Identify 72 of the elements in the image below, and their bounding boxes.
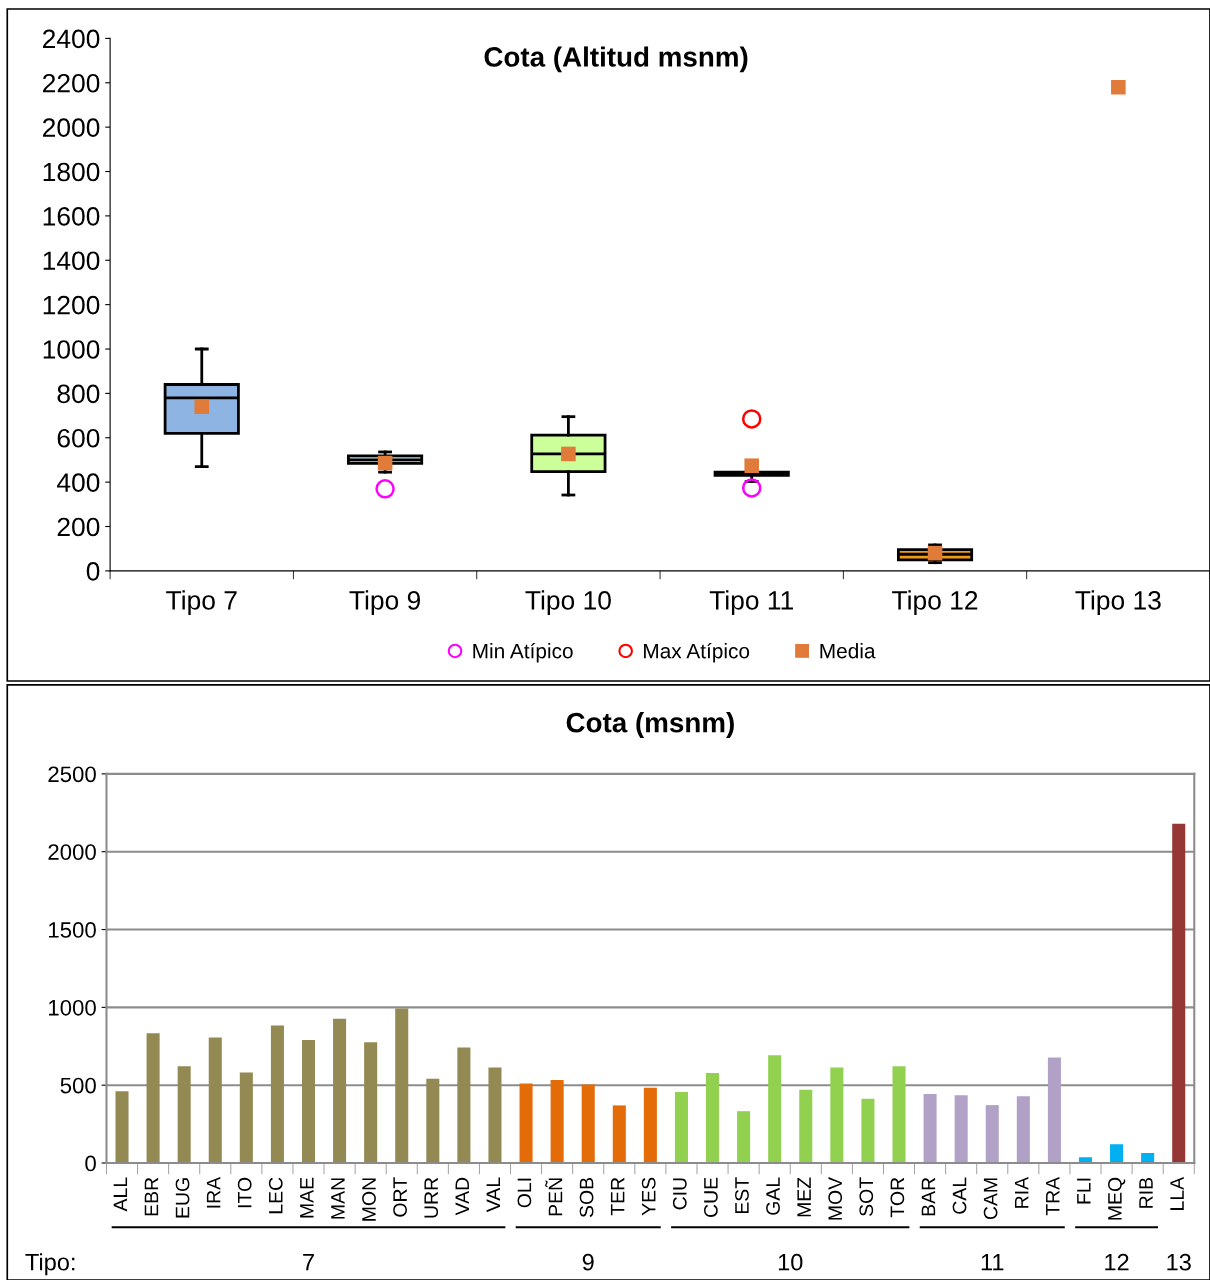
y-tick-label: 2000	[43, 118, 100, 137]
x-tick-label: RIB	[1139, 1177, 1153, 1208]
y-tick-label: 2500	[48, 766, 96, 783]
x-tick-label: TER	[610, 1177, 625, 1216]
y-tick-label: 0	[86, 562, 100, 581]
y-tick-label: 400	[56, 473, 100, 492]
x-tick-label: URR	[424, 1177, 439, 1218]
y-tick-label: 1400	[43, 251, 100, 271]
y-tick-label: 800	[57, 384, 100, 404]
x-tick-label: MEZ	[797, 1177, 811, 1217]
text: Tipo:	[25, 1253, 75, 1276]
text: 13	[1167, 1253, 1191, 1271]
x-tick-label: YES	[641, 1177, 656, 1216]
x-tick-label: TRA	[1046, 1176, 1060, 1216]
x-tick-label: Tipo 9	[349, 590, 421, 615]
x-tick-label: SOB	[579, 1177, 594, 1218]
x-tick-label: RIA	[1014, 1176, 1029, 1208]
x-tick-label: Tipo 12	[892, 590, 978, 615]
chart-title: Cota (msnm)	[566, 712, 734, 738]
legend-label: Max Atípico	[644, 642, 750, 663]
x-tick-label: PEÑ	[545, 1178, 563, 1216]
x-tick-label: VAD	[455, 1177, 469, 1216]
x-tick-label: CUE	[703, 1177, 718, 1217]
x-tick-label: EST	[735, 1177, 749, 1214]
x-tick-label: IRA	[206, 1176, 221, 1208]
x-tick-label: Tipo 11	[709, 590, 793, 615]
y-tick-label: 1600	[43, 207, 100, 226]
x-tick-label: EBR	[144, 1177, 159, 1216]
x-tick-label: MOV	[828, 1176, 843, 1220]
x-tick-label: SOT	[859, 1177, 874, 1216]
y-tick-label: 0	[85, 1155, 96, 1172]
x-tick-label: Tipo 7	[166, 590, 237, 615]
text: 12	[1105, 1253, 1129, 1271]
y-tick-label: 500	[60, 1077, 96, 1094]
y-tick-label: 2400	[43, 29, 100, 49]
y-tick-label: 1000	[49, 999, 96, 1016]
x-tick-label: Tipo 10	[525, 590, 611, 615]
x-tick-label: LEC	[268, 1177, 283, 1214]
x-tick-label: ALL	[113, 1177, 128, 1212]
y-tick-label: 2000	[48, 844, 96, 860]
text: 9	[582, 1253, 594, 1271]
legend-label: Media	[820, 643, 876, 659]
y-tick-label: 200	[57, 517, 100, 537]
text: 10	[778, 1253, 803, 1271]
chart-title: Cota (Altitud msnm)	[484, 46, 748, 73]
x-tick-label: LLA	[1170, 1176, 1184, 1210]
y-tick-label: 1500	[49, 922, 96, 938]
x-tick-label: MEQ	[1108, 1177, 1126, 1220]
y-tick-label: 2200	[43, 73, 100, 93]
y-tick-label: 1000	[43, 340, 100, 359]
x-tick-label: MON	[362, 1178, 376, 1221]
y-tick-label: 1200	[43, 295, 100, 315]
x-tick-label: EUG	[175, 1178, 190, 1218]
text: 11	[981, 1254, 1004, 1271]
x-tick-label: MAE	[300, 1177, 314, 1218]
x-tick-label: VAL	[486, 1177, 500, 1213]
x-tick-label: Tipo 13	[1075, 590, 1161, 615]
x-tick-label: MAN	[331, 1178, 345, 1219]
x-tick-label: FLI	[1077, 1178, 1091, 1204]
x-tick-label: BAR	[921, 1177, 936, 1216]
x-tick-label: OLI	[517, 1178, 532, 1208]
x-tick-label: GAL	[766, 1177, 780, 1215]
x-tick-label: CIU	[672, 1178, 687, 1210]
legend-label: Min Atípico	[473, 642, 573, 663]
x-tick-label: ITO	[237, 1177, 252, 1208]
y-tick-label: 1800	[43, 162, 100, 182]
x-tick-label: CAM	[983, 1178, 998, 1220]
x-tick-label: CAL	[952, 1177, 967, 1214]
x-tick-label: TOR	[890, 1177, 905, 1218]
text: 7	[303, 1254, 314, 1271]
x-tick-label: ORT	[393, 1177, 407, 1217]
y-tick-label: 600	[57, 428, 100, 448]
